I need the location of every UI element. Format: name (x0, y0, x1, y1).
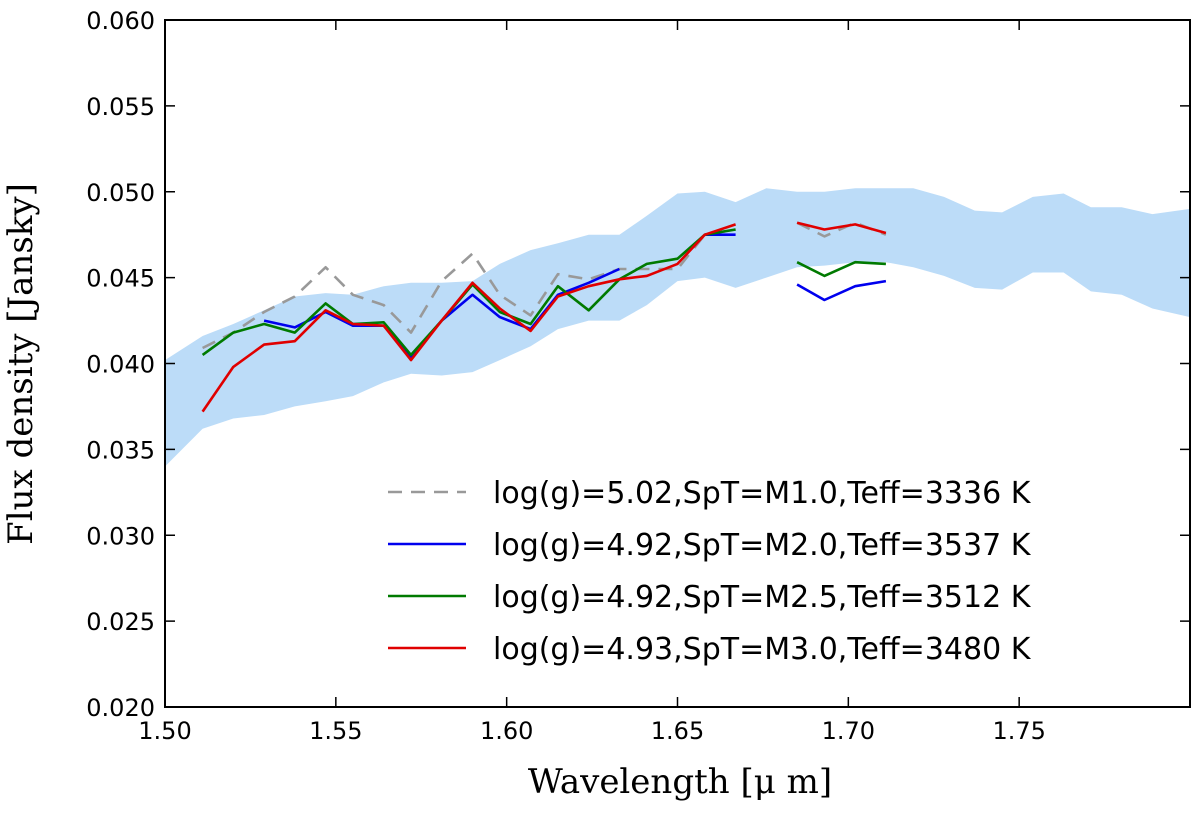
y-tick-label: 0.035 (86, 436, 155, 464)
x-axis-label: Wavelength [μ m] (528, 762, 832, 802)
x-tick-label: 1.60 (480, 717, 533, 745)
y-tick-label: 0.040 (86, 351, 155, 379)
y-tick-label: 0.060 (86, 7, 155, 35)
y-tick-label: 0.030 (86, 522, 155, 550)
y-tick-label: 0.020 (86, 694, 155, 722)
x-tick-label: 1.65 (651, 717, 704, 745)
x-tick-label: 1.75 (992, 717, 1045, 745)
legend-entry-2: log(g)=4.92,SpT=M2.0,Teff=3537 K (493, 528, 1032, 563)
series-3-line-segment (796, 260, 886, 278)
band-layer (165, 188, 1190, 467)
axis-layer: 1.50 1.55 1.60 1.65 1.70 1.75 0.020 0.025 0.030 0… (86, 7, 1191, 745)
series-layer (201, 221, 887, 413)
legend-entry-3: log(g)=4.92,SpT=M2.5,Teff=3512 K (493, 580, 1032, 615)
range-band (165, 188, 1190, 467)
x-tick-label: 1.55 (309, 717, 362, 745)
series-4-line-segment (796, 221, 887, 235)
legend-entry-4: log(g)=4.93,SpT=M3.0,Teff=3480 K (493, 632, 1032, 667)
x-tick-label: 1.70 (822, 717, 875, 745)
series-1-line-segment (202, 228, 736, 350)
series-4-line-segment (201, 223, 737, 413)
x-tick-label: 1.50 (138, 717, 191, 745)
legend: log(g)=5.02,SpT=M1.0,Teff=3336 K log(g)=4… (388, 476, 1032, 667)
y-axis-label: Flux density [Jansky] (1, 183, 41, 545)
y-tick-label: 0.055 (86, 93, 155, 121)
series-2-line-segment (796, 279, 887, 302)
y-tick-label: 0.050 (86, 179, 155, 207)
legend-entry-1: log(g)=5.02,SpT=M1.0,Teff=3336 K (493, 476, 1032, 511)
y-tick-label: 0.045 (86, 265, 155, 293)
y-tick-label: 0.025 (86, 608, 155, 636)
series-4 (201, 221, 887, 413)
